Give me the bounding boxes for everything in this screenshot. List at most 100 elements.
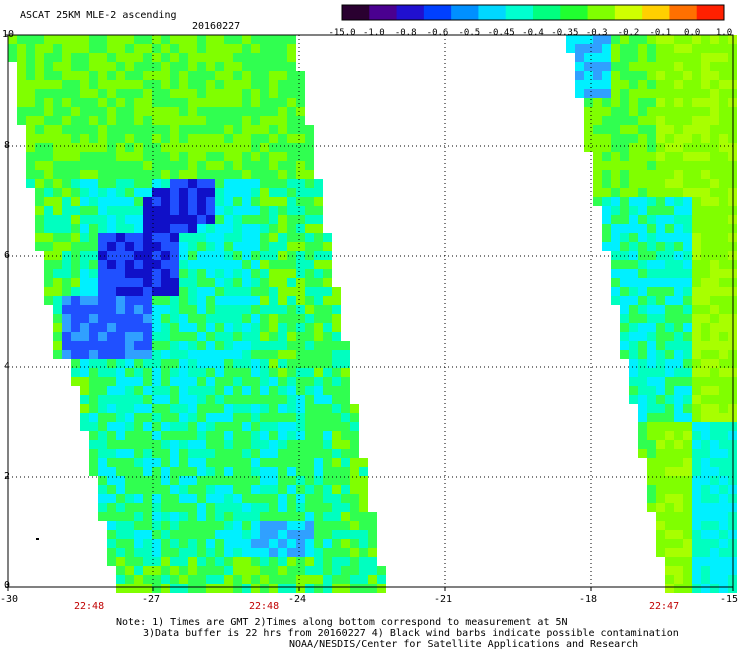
swath-cell bbox=[152, 521, 161, 530]
swath-cell bbox=[89, 161, 98, 170]
swath-cell bbox=[143, 377, 152, 386]
swath-cell bbox=[296, 476, 305, 485]
swath-cell bbox=[692, 170, 701, 179]
swath-cell bbox=[674, 440, 683, 449]
swath-cell bbox=[152, 557, 161, 566]
swath-cell bbox=[638, 269, 647, 278]
swath-cell bbox=[251, 386, 260, 395]
swath-cell bbox=[701, 89, 710, 98]
swath-cell bbox=[701, 215, 710, 224]
swath-cell bbox=[647, 98, 656, 107]
swath-cell bbox=[71, 359, 80, 368]
swath-cell bbox=[701, 269, 710, 278]
swath-cell bbox=[629, 305, 638, 314]
swath-cell bbox=[683, 278, 692, 287]
swath-cell bbox=[296, 233, 305, 242]
swath-cell bbox=[179, 377, 188, 386]
swath-cell bbox=[143, 359, 152, 368]
swath-cell bbox=[665, 287, 674, 296]
swath-cell bbox=[656, 134, 665, 143]
swath-cell bbox=[611, 98, 620, 107]
swath-cell bbox=[683, 197, 692, 206]
swath-cell bbox=[647, 224, 656, 233]
swath-cell bbox=[710, 188, 719, 197]
swath-cell bbox=[647, 395, 656, 404]
swath-cell bbox=[62, 260, 71, 269]
swath-cell bbox=[278, 161, 287, 170]
swath-cell bbox=[89, 260, 98, 269]
swath-cell bbox=[701, 467, 710, 476]
swath-cell bbox=[278, 413, 287, 422]
swath-cell bbox=[233, 521, 242, 530]
swath-cell bbox=[161, 44, 170, 53]
swath-cell bbox=[116, 161, 125, 170]
swath-cell bbox=[125, 188, 134, 197]
swath-cell bbox=[278, 53, 287, 62]
swath-cell bbox=[125, 341, 134, 350]
swath-cell bbox=[611, 35, 620, 44]
swath-cell bbox=[188, 584, 197, 593]
swath-cell bbox=[710, 62, 719, 71]
swath-cell bbox=[188, 332, 197, 341]
swath-cell bbox=[332, 287, 341, 296]
swath-cell bbox=[251, 377, 260, 386]
swath-cell bbox=[98, 413, 107, 422]
swath-cell bbox=[341, 566, 350, 575]
swath-cell bbox=[350, 467, 359, 476]
swath-cell bbox=[197, 188, 206, 197]
swath-cell bbox=[17, 98, 26, 107]
swath-cell bbox=[71, 125, 80, 134]
swath-cell bbox=[719, 332, 728, 341]
swath-cell bbox=[305, 188, 314, 197]
swath-cell bbox=[665, 395, 674, 404]
swath-cell bbox=[134, 80, 143, 89]
swath-cell bbox=[134, 467, 143, 476]
swath-cell bbox=[260, 233, 269, 242]
swath-cell bbox=[638, 332, 647, 341]
swath-cell bbox=[116, 116, 125, 125]
swath-cell bbox=[188, 395, 197, 404]
swath-cell bbox=[710, 287, 719, 296]
swath-cell bbox=[260, 98, 269, 107]
swath-cell bbox=[143, 395, 152, 404]
swath-cell bbox=[314, 242, 323, 251]
swath-cell bbox=[278, 341, 287, 350]
swath-cell bbox=[26, 89, 35, 98]
swath-cell bbox=[665, 197, 674, 206]
swath-cell bbox=[656, 278, 665, 287]
swath-cell bbox=[71, 116, 80, 125]
swath-cell bbox=[305, 359, 314, 368]
swath-cell bbox=[125, 125, 134, 134]
swath-cell bbox=[35, 224, 44, 233]
swath-cell bbox=[107, 539, 116, 548]
swath-cell bbox=[125, 206, 134, 215]
swath-cell bbox=[161, 404, 170, 413]
swath-cell bbox=[710, 224, 719, 233]
swath-cell bbox=[161, 206, 170, 215]
swath-cell bbox=[341, 350, 350, 359]
colorbar-label: -0.35 bbox=[551, 28, 579, 38]
swath-cell bbox=[107, 503, 116, 512]
swath-cell bbox=[62, 35, 71, 44]
swath-cell bbox=[629, 314, 638, 323]
swath-cell bbox=[98, 89, 107, 98]
swath-cell bbox=[593, 98, 602, 107]
swath-cell bbox=[674, 503, 683, 512]
swath-cell bbox=[674, 548, 683, 557]
swath-cell bbox=[611, 143, 620, 152]
swath-cell bbox=[620, 224, 629, 233]
swath-cell bbox=[179, 467, 188, 476]
swath-cell bbox=[647, 458, 656, 467]
swath-cell bbox=[170, 215, 179, 224]
swath-cell bbox=[116, 521, 125, 530]
swath-cell bbox=[287, 332, 296, 341]
swath-cell bbox=[656, 287, 665, 296]
swath-cell bbox=[215, 170, 224, 179]
swath-cell bbox=[197, 224, 206, 233]
swath-cell bbox=[188, 215, 197, 224]
swath-cell bbox=[215, 332, 224, 341]
swath-cell bbox=[143, 278, 152, 287]
swath-cell bbox=[53, 269, 62, 278]
swath-cell bbox=[125, 161, 134, 170]
swath-cell bbox=[323, 584, 332, 593]
